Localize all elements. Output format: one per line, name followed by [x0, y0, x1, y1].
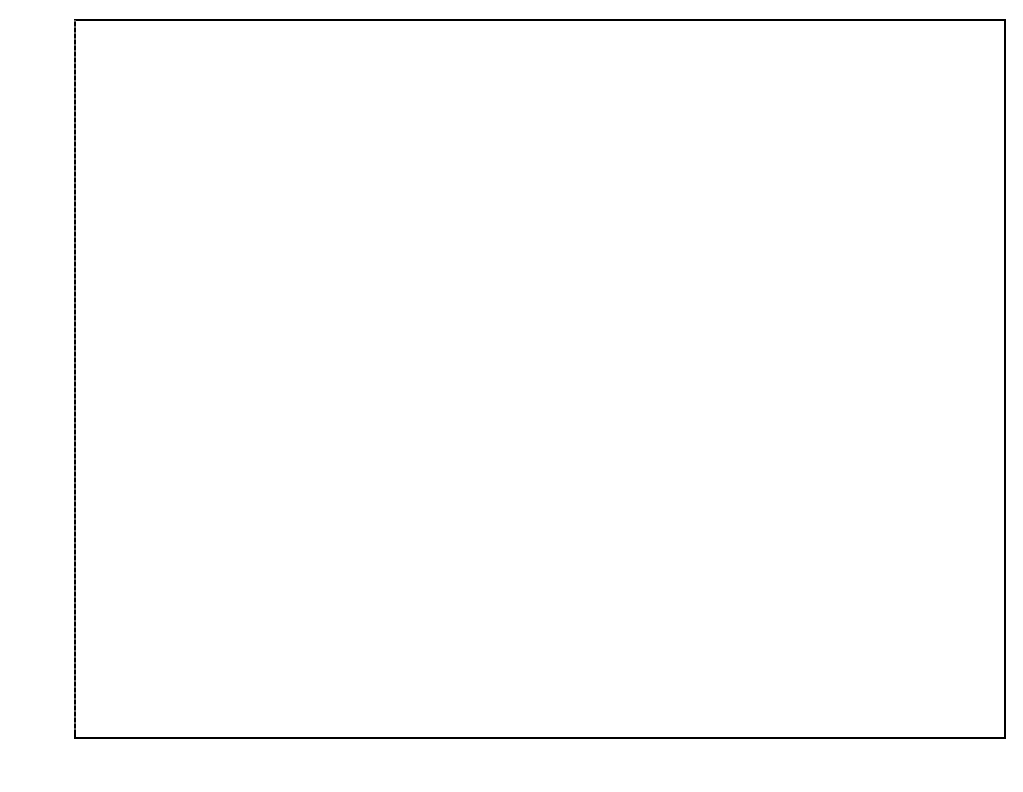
ashby-chart: [0, 0, 1023, 792]
plot-area: [75, 20, 1005, 738]
